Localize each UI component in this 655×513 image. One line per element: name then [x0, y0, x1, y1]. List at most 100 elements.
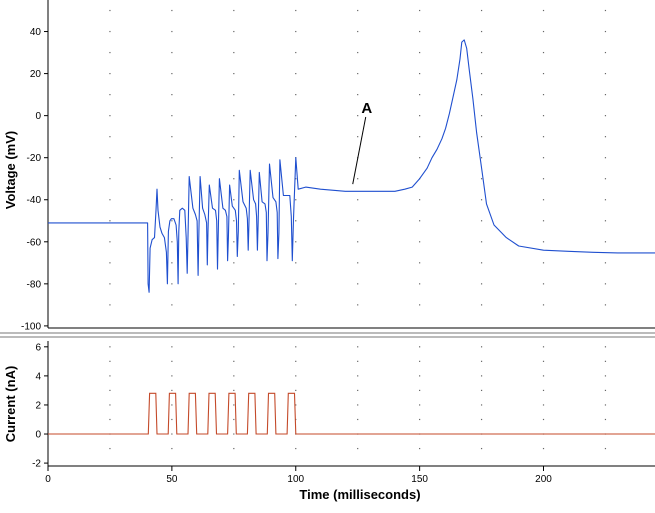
annotation-label: A [361, 100, 372, 117]
grid-dot [109, 346, 111, 348]
grid-dot [233, 360, 235, 362]
grid-dot [542, 304, 545, 306]
grid-dot [171, 241, 173, 243]
voltage-ticks: -100 -80 -60 -40 -20 0 20 40 [21, 27, 48, 332]
grid-dot [109, 262, 111, 264]
voltage-tick-label: -100 [21, 321, 41, 332]
grid-dot [480, 241, 483, 243]
grid-dot [295, 283, 297, 285]
grid-dot [357, 94, 359, 96]
grid-dot [480, 360, 483, 362]
time-tick-label: 150 [411, 474, 428, 485]
grid-dot [480, 115, 483, 117]
current-tick-label: 2 [35, 400, 41, 411]
grid-dot [604, 220, 607, 222]
current-tick-label: -2 [32, 459, 41, 470]
grid-dot [419, 115, 421, 117]
grid-dot [295, 304, 297, 306]
grid-dot [357, 360, 359, 362]
grid-dot [604, 283, 607, 285]
grid-dot [357, 389, 359, 392]
grid-dot [233, 157, 235, 159]
grid-dot [480, 94, 483, 96]
grid-dot [604, 360, 607, 362]
grid-dot [542, 220, 545, 222]
grid-dot [419, 404, 421, 406]
grid-dot [480, 199, 483, 201]
grid-dot [604, 94, 607, 96]
grid-dot [357, 9, 359, 12]
grid-dot [542, 404, 545, 406]
current-tick-label: 4 [35, 371, 41, 382]
grid-dot [604, 157, 607, 159]
grid-dot [171, 178, 173, 180]
grid-dot [109, 51, 111, 54]
grid-dot [233, 447, 235, 450]
grid-dot [480, 346, 483, 348]
grid-dot [233, 115, 235, 117]
grid-dot [295, 360, 297, 362]
time-tick-label: 200 [535, 474, 552, 485]
grid-dot [419, 346, 421, 348]
grid-dot [109, 283, 111, 285]
grid-dot [604, 115, 607, 117]
grid-dot [109, 199, 111, 201]
grid-dot [295, 178, 297, 180]
grid-dot [357, 178, 359, 180]
grid-dot [109, 136, 111, 138]
grid-dot [109, 220, 111, 222]
grid-dot [542, 157, 545, 159]
grid-dot [109, 304, 111, 306]
grid-dot [604, 178, 607, 180]
grid-dot [295, 447, 297, 450]
grid-dot [171, 115, 173, 117]
grid-dot [419, 241, 421, 243]
grid-dot [480, 9, 483, 12]
grid-dot [109, 389, 111, 392]
grid-dot [604, 346, 607, 348]
grid-dot [357, 199, 359, 201]
grid-dot [109, 404, 111, 406]
grid-dot [604, 51, 607, 54]
grid-dot [542, 360, 545, 362]
grid-dot [171, 360, 173, 362]
grid-dot [233, 404, 235, 406]
grid-dot [109, 94, 111, 96]
grid-dot [604, 304, 607, 306]
grid-dot [357, 375, 359, 377]
grid-dot [233, 136, 235, 138]
grid-dot [419, 30, 421, 33]
grid-dot [419, 360, 421, 362]
grid-dot [480, 178, 483, 180]
grid-dot [604, 241, 607, 243]
grid-dot [171, 30, 173, 33]
grid-dot [171, 346, 173, 348]
grid-dot [233, 433, 235, 435]
grid-dot [542, 389, 545, 392]
grid-dot [480, 51, 483, 54]
grid-dot [357, 72, 359, 75]
grid-dot [542, 115, 545, 117]
grid-dot [171, 199, 173, 201]
grid-dot [171, 94, 173, 96]
grid-dot [542, 418, 545, 421]
current-tick-label: 6 [35, 342, 41, 353]
grid-dot [604, 447, 607, 450]
voltage-tick-label: -80 [27, 279, 42, 290]
grid-dot [480, 262, 483, 264]
grid-dot [480, 283, 483, 285]
grid-dot [542, 447, 545, 450]
grid-dot [295, 94, 297, 96]
grid-dot [542, 30, 545, 33]
grid-dot [480, 404, 483, 406]
grid-dot [604, 404, 607, 406]
grid-dot [295, 115, 297, 117]
grid-dot [542, 346, 545, 348]
grid-dot [295, 51, 297, 54]
grid-dot [604, 9, 607, 12]
grid-dot [171, 51, 173, 54]
grid-dot [357, 220, 359, 222]
grid-dot [480, 418, 483, 421]
grid-dot [295, 72, 297, 75]
